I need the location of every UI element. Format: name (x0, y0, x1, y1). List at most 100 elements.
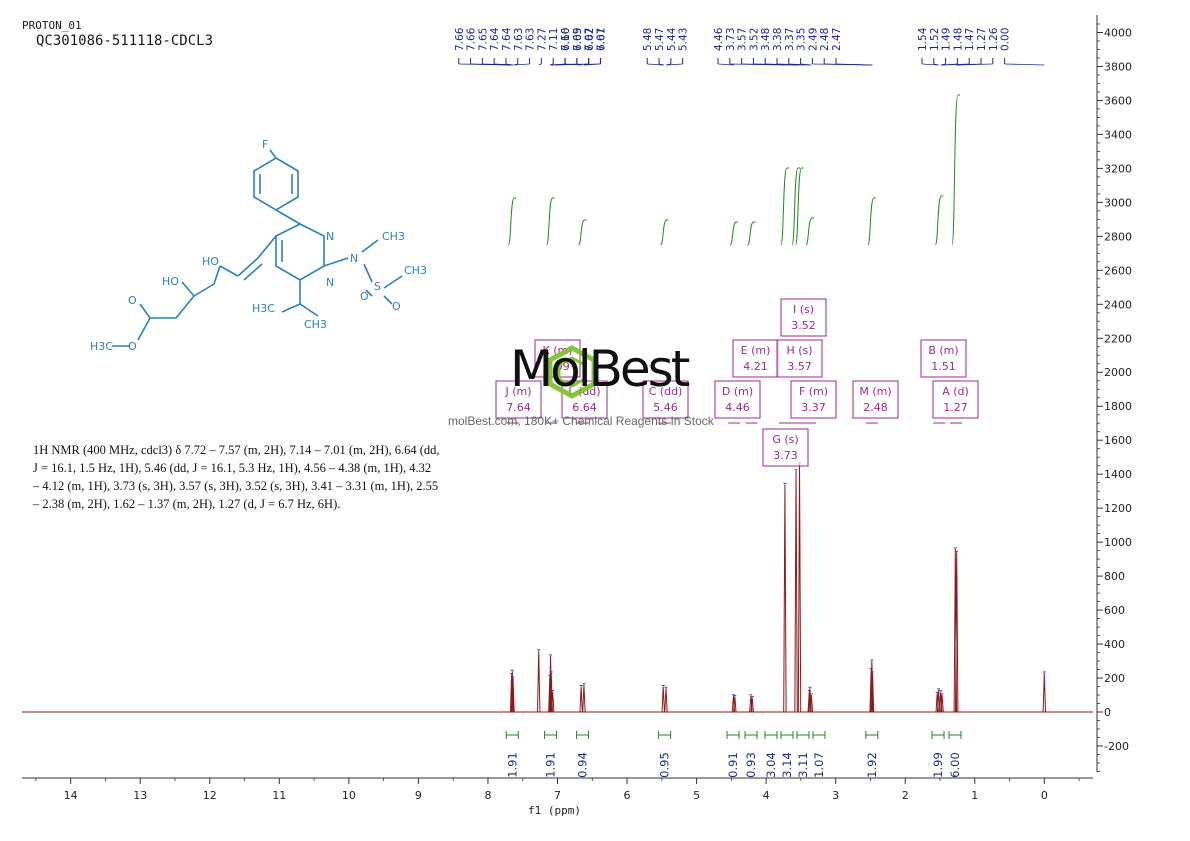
multiplet-label: J (m) (504, 385, 531, 398)
peak-label-leader (549, 63, 554, 66)
integral-value: 0.94 (576, 752, 590, 778)
multiplet-box: H (s) 3.57 (776, 339, 823, 378)
y-tick-label: -200 (1104, 740, 1129, 753)
atom-f: F (262, 138, 268, 151)
integral-curve (780, 167, 789, 246)
peak-label: 6.61 (596, 28, 608, 51)
x-tick-label: 10 (342, 789, 356, 802)
peak-label-leader (565, 63, 582, 66)
integral-curve (951, 94, 960, 246)
integral-curve (747, 221, 756, 246)
peak-label: 7.07 (595, 28, 607, 51)
integral-value: 1.92 (865, 752, 879, 778)
peak-label: 1.27 (976, 28, 988, 51)
peak-label: 7.10 (560, 28, 572, 51)
integral-curve (795, 167, 804, 246)
atom-ch3-n: CH3 (382, 230, 405, 243)
integral-value: 1.91 (505, 752, 519, 778)
multiplet-label: D (m) (722, 385, 753, 398)
multiplet-box: G (s) 3.73 (762, 428, 809, 467)
peak-label: 0.00 (1000, 28, 1012, 51)
multiplet-label: H (s) (786, 344, 812, 357)
peak-label: 7.65 (477, 28, 489, 51)
summary-line-3: – 4.12 (m, 1H), 3.73 (s, 3H), 3.57 (s, 3… (33, 479, 439, 493)
peak-label-leader (666, 63, 683, 66)
peak-label: 2.49 (807, 28, 819, 51)
spectrum-peak (940, 694, 944, 713)
y-tick-label: 3200 (1104, 162, 1132, 175)
peak-label-leader (576, 63, 582, 66)
peak-label: 5.44 (666, 27, 678, 51)
integral-value: 3.11 (796, 752, 810, 778)
spectrum-peak (870, 672, 875, 713)
peak-label: 5.47 (654, 28, 666, 51)
multiplet-box: A (d) 1.27 (932, 380, 979, 419)
y-tick-label: 3600 (1104, 94, 1132, 107)
spectrum-peak (579, 686, 583, 713)
atom-o1: O (360, 290, 369, 303)
peak-label: 1.48 (952, 28, 964, 51)
y-tick-label: 2600 (1104, 264, 1132, 277)
integral-curve (867, 197, 876, 246)
peak-label-leader (647, 63, 664, 66)
peak-label: 7.66 (466, 27, 478, 51)
atom-ho1: HO (202, 255, 219, 268)
atom-h3c: H3C (252, 302, 275, 315)
peak-label: 3.57 (737, 28, 749, 51)
spectrum-peak (550, 691, 555, 713)
y-tick-label: 800 (1104, 570, 1125, 583)
atom-ho2: HO (162, 275, 179, 288)
multiplet-shift: 3.73 (773, 449, 798, 462)
peak-label: 7.64 (501, 27, 513, 51)
multiplet-box-frame (790, 380, 837, 419)
y-tick-label: 200 (1104, 672, 1125, 685)
nmr-summary: 1H NMR (400 MHz, cdcl3) δ 7.72 – 7.57 (m… (33, 441, 473, 513)
multiplet-label: A (d) (942, 385, 969, 398)
x-axis-label: f1 (ppm) (528, 804, 581, 817)
spectrum-peak (582, 684, 586, 713)
integral-value: 0.91 (726, 752, 740, 778)
x-tick-label: 9 (415, 789, 422, 802)
spectrum-peak (809, 694, 814, 713)
multiplet-label: E (m) (741, 344, 771, 357)
peak-label: 1.52 (929, 28, 941, 51)
spectrum-peak (870, 661, 874, 713)
y-tick-label: 400 (1104, 638, 1125, 651)
spectrum-peak (794, 470, 798, 713)
y-tick-label: 3400 (1104, 128, 1132, 141)
atom-s: S (374, 280, 381, 293)
x-tick-label: 11 (272, 789, 286, 802)
multiplet-shift: 3.52 (791, 319, 816, 332)
y-tick-label: 1600 (1104, 434, 1132, 447)
integral-value: 3.14 (780, 752, 794, 778)
peak-label: 3.73 (725, 28, 737, 51)
multiplet-box-frame (852, 380, 899, 419)
x-tick-label: 0 (1041, 789, 1048, 802)
atom-ch3-ipr: CH3 (304, 318, 327, 331)
peak-label: 1.26 (988, 27, 1000, 51)
multiplet-box: J (m) 7.64 (495, 380, 542, 419)
multiplet-box-frame (776, 339, 823, 378)
peak-label: 6.65 (572, 28, 584, 51)
multiplet-box-frame (561, 380, 608, 419)
integral-value: 1.91 (544, 752, 558, 778)
peak-label: 3.38 (772, 28, 784, 51)
y-tick-label: 1800 (1104, 400, 1132, 413)
peak-label: 1.54 (917, 27, 929, 51)
integral-value: 0.95 (658, 752, 672, 778)
peak-label-leader (835, 63, 873, 66)
multiplet-box-frame (495, 380, 542, 419)
multiplet-box: I (s) 3.52 (780, 298, 827, 337)
multiplet-box: M (m) 2.48 (852, 380, 899, 419)
peak-label: 7.63 (513, 28, 525, 51)
spectrum-peak (750, 697, 754, 713)
multiplet-shift: 2.48 (863, 401, 888, 414)
y-tick-label: 3000 (1104, 196, 1132, 209)
y-tick-label: 2200 (1104, 332, 1132, 345)
peak-label: 7.64 (489, 27, 501, 51)
atom-o-ester1: O (128, 294, 137, 307)
peak-label: 3.35 (796, 28, 808, 51)
multiplet-box: B (m) 1.51 (920, 339, 967, 378)
